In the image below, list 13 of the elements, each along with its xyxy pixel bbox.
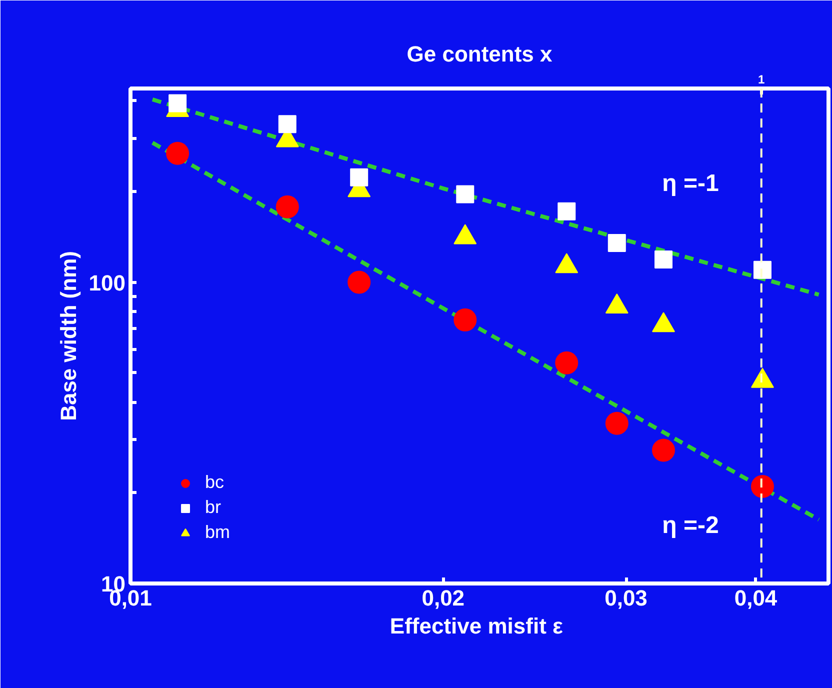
legend-label: br bbox=[205, 497, 222, 518]
text: 1 bbox=[758, 72, 766, 86]
x-tick-label: 0,02 bbox=[422, 586, 465, 610]
legend-label: bm bbox=[205, 522, 230, 543]
y-axis-title: Base width (nm) bbox=[56, 251, 81, 421]
annotation: η =-2 bbox=[662, 512, 719, 539]
x-tick-label: 0,04 bbox=[734, 586, 778, 610]
annotation: η =-1 bbox=[662, 170, 719, 197]
legend-label: bc bbox=[205, 472, 225, 493]
y-tick-label: 100 bbox=[88, 270, 126, 296]
x-tick-label: 0,03 bbox=[604, 586, 648, 610]
x2-axis-title: Ge contents x bbox=[406, 42, 554, 66]
x-axis-title: Effective misfit ε bbox=[390, 614, 564, 638]
